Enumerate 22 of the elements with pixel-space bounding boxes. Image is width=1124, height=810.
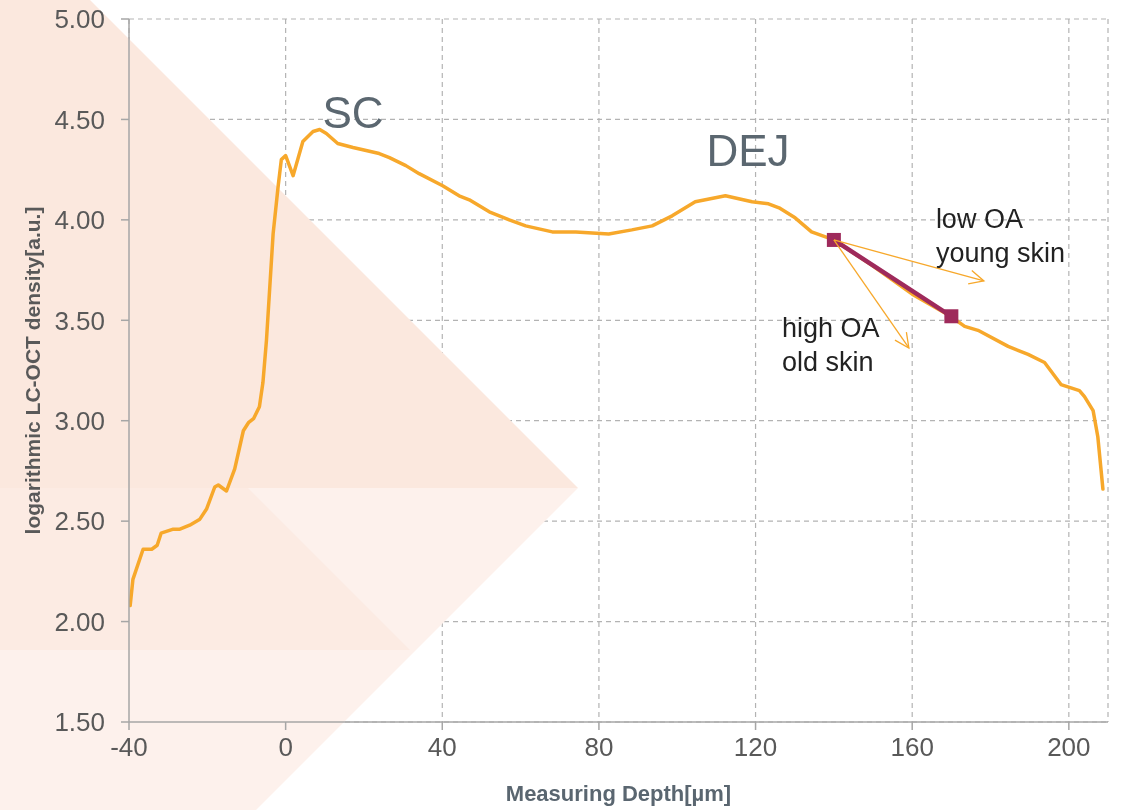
y-tick-label: 4.50 bbox=[54, 104, 105, 135]
x-tick-label: 160 bbox=[890, 732, 934, 763]
y-tick-label: 5.00 bbox=[54, 4, 105, 35]
x-axis-title: Measuring Depth[µm] bbox=[505, 781, 732, 806]
x-tick-label: 0 bbox=[278, 732, 293, 763]
y-tick-label: 1.50 bbox=[54, 707, 105, 738]
annotation: DEJ bbox=[706, 126, 790, 175]
annotation: SC bbox=[322, 88, 384, 137]
x-tick-label: 120 bbox=[733, 732, 778, 763]
line-series bbox=[129, 127, 1105, 608]
y-tick-label: 4.00 bbox=[54, 205, 105, 236]
y-tick-label: 3.50 bbox=[54, 305, 105, 336]
annotation: high OA old skin bbox=[781, 312, 880, 377]
x-tick-label: -40 bbox=[110, 732, 148, 763]
annotation: low OA young skin bbox=[935, 203, 1065, 268]
y-axis-title: logarithmic LC-OCT density[a.u.] bbox=[20, 206, 44, 535]
x-tick-label: 40 bbox=[427, 732, 457, 763]
x-tick-label: 80 bbox=[584, 732, 614, 763]
x-tick-label: 200 bbox=[1047, 732, 1091, 763]
y-tick-label: 2.00 bbox=[54, 606, 105, 637]
y-tick-label: 3.00 bbox=[54, 405, 105, 436]
y-tick-label: 2.50 bbox=[54, 506, 105, 537]
